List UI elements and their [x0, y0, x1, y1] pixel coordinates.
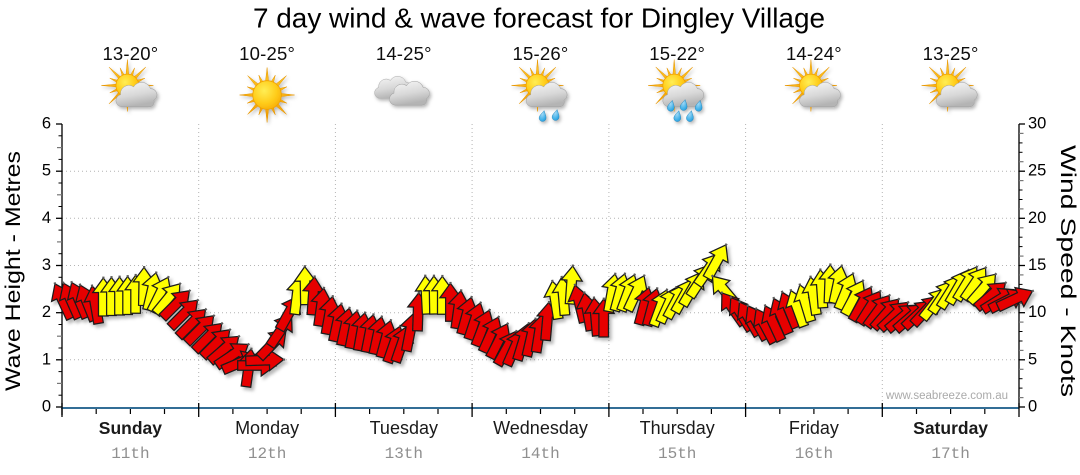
svg-text:15-22°: 15-22°: [649, 43, 705, 64]
svg-text:30: 30: [1028, 115, 1046, 133]
svg-text:10-25°: 10-25°: [239, 43, 295, 64]
svg-text:16th: 16th: [795, 445, 833, 463]
svg-text:Saturday: Saturday: [913, 418, 988, 438]
svg-text:15th: 15th: [658, 445, 696, 463]
svg-text:www.seabreeze.com.au: www.seabreeze.com.au: [885, 390, 1008, 402]
svg-text:Thursday: Thursday: [640, 418, 715, 438]
svg-text:14-25°: 14-25°: [376, 43, 432, 64]
svg-text:15-26°: 15-26°: [513, 43, 569, 64]
svg-text:11th: 11th: [111, 445, 149, 463]
svg-text:7 day wind & wave forecast for: 7 day wind & wave forecast for Dingley V…: [253, 3, 825, 34]
svg-text:15: 15: [1028, 256, 1046, 274]
svg-text:Wind Speed - Knots: Wind Speed - Knots: [1056, 145, 1080, 397]
svg-text:5: 5: [42, 162, 51, 180]
svg-text:5: 5: [1028, 350, 1037, 368]
svg-text:0: 0: [42, 398, 51, 416]
svg-text:Friday: Friday: [789, 418, 839, 438]
svg-text:13-20°: 13-20°: [102, 43, 158, 64]
svg-text:20: 20: [1028, 209, 1046, 227]
svg-text:0: 0: [1028, 398, 1037, 416]
svg-text:6: 6: [42, 115, 51, 133]
svg-text:Wednesday: Wednesday: [493, 418, 588, 438]
svg-text:2: 2: [42, 303, 51, 321]
svg-text:14-24°: 14-24°: [786, 43, 842, 64]
svg-text:Tuesday: Tuesday: [370, 418, 438, 438]
svg-text:12th: 12th: [248, 445, 286, 463]
svg-text:Sunday: Sunday: [99, 418, 162, 438]
svg-text:Wave Height - Metres: Wave Height - Metres: [1, 151, 25, 391]
svg-text:25: 25: [1028, 162, 1046, 180]
svg-text:17th: 17th: [931, 445, 969, 463]
svg-text:1: 1: [42, 350, 51, 368]
svg-text:3: 3: [42, 256, 51, 274]
svg-text:10: 10: [1028, 303, 1046, 321]
svg-text:14th: 14th: [521, 445, 559, 463]
svg-text:4: 4: [42, 209, 51, 227]
svg-text:13-25°: 13-25°: [923, 43, 979, 64]
svg-text:13th: 13th: [385, 445, 423, 463]
svg-text:Monday: Monday: [235, 418, 299, 438]
